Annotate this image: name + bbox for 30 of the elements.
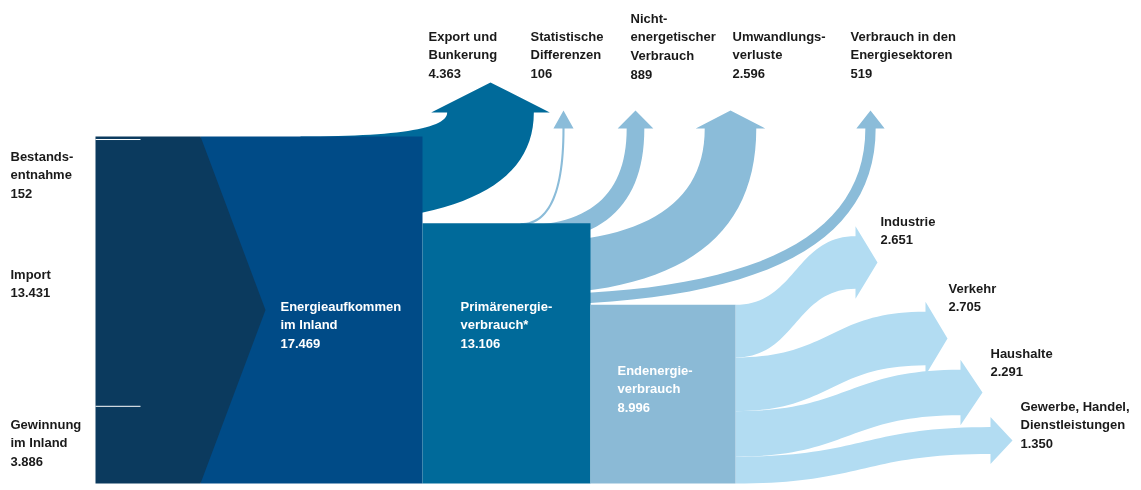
category-label: Gewinnung im Inland (10, 416, 82, 451)
category-label: Endenergie- verbrauch (617, 362, 693, 397)
category-label: Gewerbe, Handel, Dienstleistungen (1020, 398, 1130, 433)
category-label: Verbrauch in den Energiesektoren (850, 28, 957, 63)
category-label: Energieaufkommen im Inland (280, 298, 402, 333)
category-label: Import (10, 266, 52, 282)
data-label: 2.705 (948, 299, 982, 315)
data-label: 2.651 (880, 232, 914, 248)
category-label: Nicht- energetischer Verbrauch (630, 10, 716, 63)
data-label: 17.469 (280, 336, 321, 351)
data-label: 889 (630, 66, 653, 82)
category-label: Umwandlungs- verluste (732, 28, 826, 63)
data-label: 3.886 (10, 454, 44, 469)
data-label: 152 (10, 186, 33, 201)
category-label: Statistische Differenzen (530, 28, 604, 63)
data-label: 13.431 (10, 285, 51, 301)
data-label: 2.596 (732, 66, 766, 81)
data-label: 519 (850, 66, 873, 81)
category-label: Export und Bunkerung (428, 28, 498, 63)
data-label: 106 (530, 66, 553, 81)
category-label: Verkehr (948, 280, 997, 296)
data-label: 8.996 (617, 400, 651, 415)
data-label: 4.363 (428, 66, 462, 81)
data-label: 13.106 (460, 336, 501, 351)
category-label: Haushalte (990, 345, 1053, 361)
category-label: Bestands- entnahme (10, 148, 74, 183)
data-label: 1.350 (1020, 436, 1054, 451)
data-label: 2.291 (990, 364, 1024, 380)
category-label: Primärenergie- verbrauch* (460, 298, 553, 333)
category-label: Industrie (880, 213, 936, 229)
